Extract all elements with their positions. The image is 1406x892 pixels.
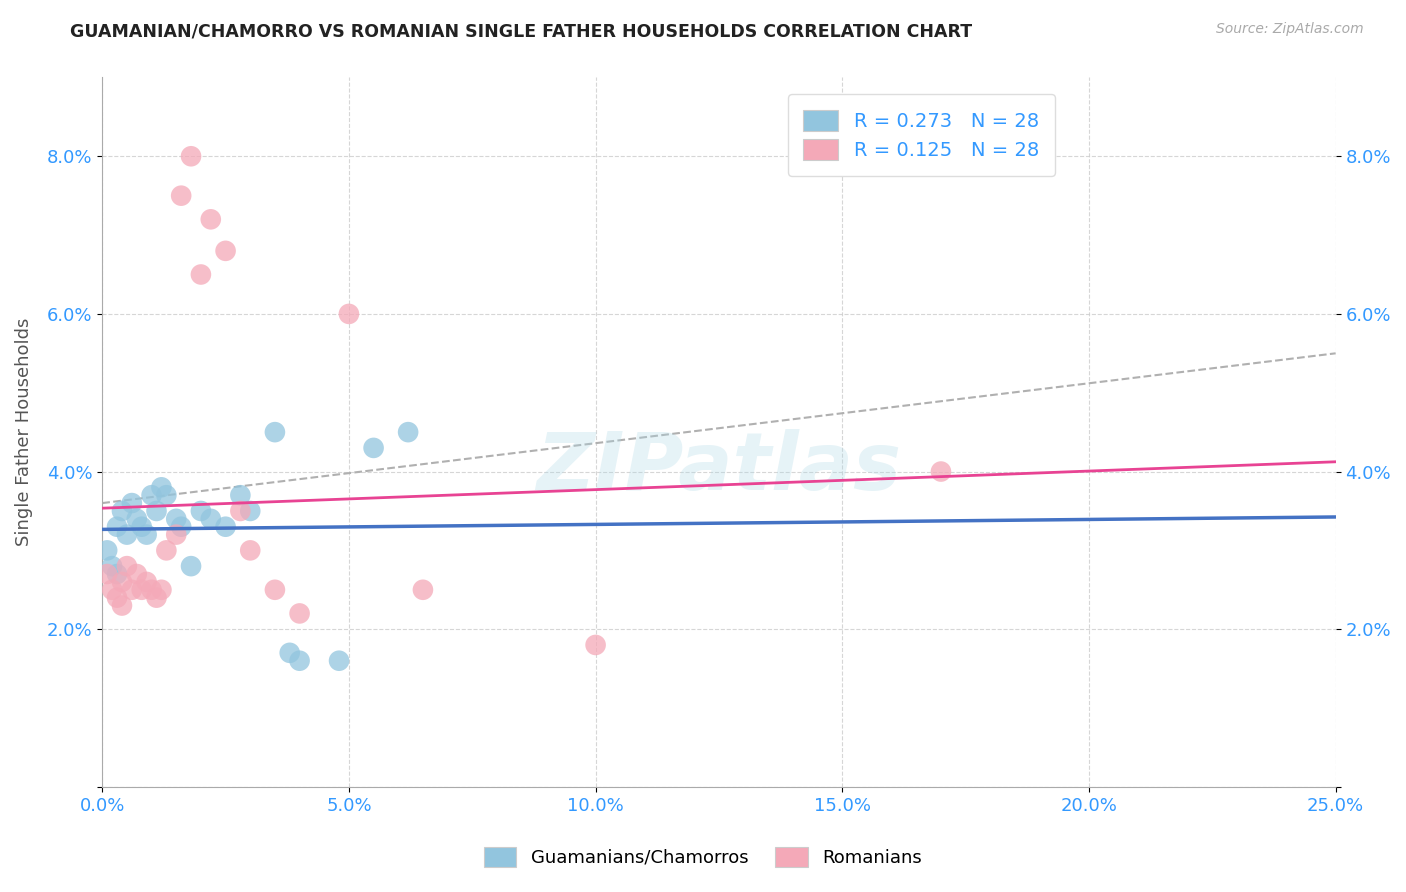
Point — [170, 519, 193, 533]
Legend: R = 0.273   N = 28, R = 0.125   N = 28: R = 0.273 N = 28, R = 0.125 N = 28 — [787, 95, 1054, 176]
Text: Source: ZipAtlas.com: Source: ZipAtlas.com — [1216, 22, 1364, 37]
Point — [165, 512, 187, 526]
Point — [585, 638, 607, 652]
Point — [200, 212, 222, 227]
Point — [396, 425, 419, 439]
Point — [929, 465, 952, 479]
Point — [101, 582, 124, 597]
Point — [229, 504, 252, 518]
Point — [105, 591, 128, 605]
Point — [288, 607, 311, 621]
Point — [363, 441, 385, 455]
Point — [96, 567, 118, 582]
Point — [170, 188, 193, 202]
Point — [105, 519, 128, 533]
Point — [131, 519, 153, 533]
Point — [239, 543, 262, 558]
Point — [155, 488, 177, 502]
Text: ZIPatlas: ZIPatlas — [537, 429, 901, 507]
Point — [288, 654, 311, 668]
Point — [264, 582, 287, 597]
Point — [115, 559, 138, 574]
Point — [214, 519, 236, 533]
Point — [150, 480, 173, 494]
Point — [141, 582, 163, 597]
Point — [115, 527, 138, 541]
Legend: Guamanians/Chamorros, Romanians: Guamanians/Chamorros, Romanians — [477, 839, 929, 874]
Point — [111, 599, 134, 613]
Point — [96, 543, 118, 558]
Text: GUAMANIAN/CHAMORRO VS ROMANIAN SINGLE FATHER HOUSEHOLDS CORRELATION CHART: GUAMANIAN/CHAMORRO VS ROMANIAN SINGLE FA… — [70, 22, 973, 40]
Point — [229, 488, 252, 502]
Point — [412, 582, 434, 597]
Point — [141, 488, 163, 502]
Point — [180, 559, 202, 574]
Point — [190, 268, 212, 282]
Point — [145, 591, 167, 605]
Y-axis label: Single Father Households: Single Father Households — [15, 318, 32, 546]
Point — [214, 244, 236, 258]
Point — [131, 582, 153, 597]
Point — [101, 559, 124, 574]
Point — [105, 567, 128, 582]
Point — [111, 504, 134, 518]
Point — [165, 527, 187, 541]
Point — [150, 582, 173, 597]
Point — [145, 504, 167, 518]
Point — [155, 543, 177, 558]
Point — [264, 425, 287, 439]
Point — [121, 582, 143, 597]
Point — [125, 512, 148, 526]
Point — [190, 504, 212, 518]
Point — [328, 654, 350, 668]
Point — [111, 574, 134, 589]
Point — [337, 307, 360, 321]
Point — [125, 567, 148, 582]
Point — [278, 646, 301, 660]
Point — [135, 574, 157, 589]
Point — [121, 496, 143, 510]
Point — [200, 512, 222, 526]
Point — [239, 504, 262, 518]
Point — [180, 149, 202, 163]
Point — [135, 527, 157, 541]
